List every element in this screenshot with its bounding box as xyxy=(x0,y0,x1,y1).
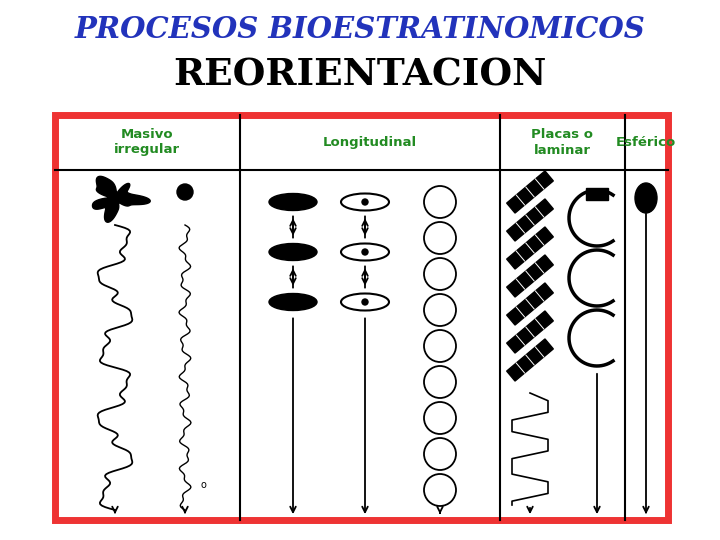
Polygon shape xyxy=(507,199,554,241)
Polygon shape xyxy=(507,339,554,381)
Polygon shape xyxy=(507,255,554,297)
Text: Placas o
laminar: Placas o laminar xyxy=(531,129,593,157)
Text: Esférico: Esférico xyxy=(616,136,676,149)
Polygon shape xyxy=(507,227,554,269)
Text: o: o xyxy=(200,480,206,490)
Text: REORIENTACION: REORIENTACION xyxy=(174,57,546,93)
Ellipse shape xyxy=(269,294,317,310)
Polygon shape xyxy=(507,283,554,325)
Text: PROCESOS BIOESTRATINOMICOS: PROCESOS BIOESTRATINOMICOS xyxy=(75,16,645,44)
Text: Masivo
irregular: Masivo irregular xyxy=(114,129,180,157)
Text: Longitudinal: Longitudinal xyxy=(323,136,417,149)
Polygon shape xyxy=(507,171,554,213)
Ellipse shape xyxy=(362,249,368,255)
Ellipse shape xyxy=(269,244,317,260)
Bar xyxy=(586,188,608,200)
Polygon shape xyxy=(92,177,150,222)
Ellipse shape xyxy=(269,193,317,211)
Ellipse shape xyxy=(362,199,368,205)
Ellipse shape xyxy=(177,184,193,200)
Ellipse shape xyxy=(635,183,657,213)
Ellipse shape xyxy=(362,299,368,305)
Polygon shape xyxy=(507,311,554,353)
Bar xyxy=(55,115,668,520)
